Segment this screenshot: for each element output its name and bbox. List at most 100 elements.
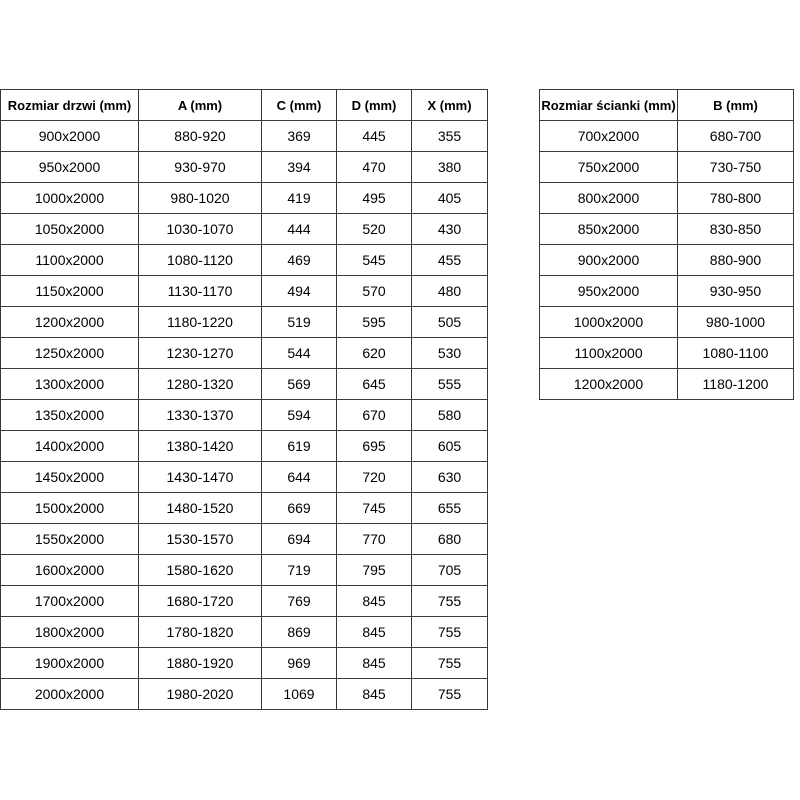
table-cell: 1050x2000 [0,213,139,245]
table-cell: 680 [411,523,488,555]
table-row: 700x2000 680-700 [539,120,794,152]
table-cell: 1500x2000 [0,492,139,524]
table-cell: 1530-1570 [138,523,262,555]
table-cell: 480 [411,275,488,307]
table-cell: 980-1020 [138,182,262,214]
table-row: 900x2000 880-920 369 445 355 [0,120,488,152]
table-cell: 719 [261,554,337,586]
table-cell: 780-800 [677,182,794,214]
table-cell: 1400x2000 [0,430,139,462]
table-cell: 755 [411,585,488,617]
table-cell: 1980-2020 [138,678,262,710]
table-cell: 980-1000 [677,306,794,338]
table-cell: 470 [336,151,412,183]
table-cell: 694 [261,523,337,555]
table-row: 1000x2000 980-1000 [539,306,794,338]
table-row: 1150x2000 1130-1170 494 570 480 [0,275,488,307]
table-cell: 900x2000 [539,244,678,276]
table-cell: 619 [261,430,337,462]
table-cell: 1280-1320 [138,368,262,400]
table-cell: 669 [261,492,337,524]
table-cell: 505 [411,306,488,338]
table-cell: 1100x2000 [539,337,678,369]
table-cell: 950x2000 [0,151,139,183]
table-cell: 644 [261,461,337,493]
table-row: 850x2000 830-850 [539,213,794,245]
table-cell: 1080-1120 [138,244,262,276]
table-cell: 969 [261,647,337,679]
column-header: X (mm) [411,89,488,121]
table-cell: 594 [261,399,337,431]
table-cell: 1200x2000 [0,306,139,338]
table-cell: 845 [336,616,412,648]
table-cell: 1880-1920 [138,647,262,679]
table-row: 1350x2000 1330-1370 594 670 580 [0,399,488,431]
table-cell: 655 [411,492,488,524]
table-row: 1200x2000 1180-1220 519 595 505 [0,306,488,338]
table-cell: 695 [336,430,412,462]
table-cell: 1250x2000 [0,337,139,369]
table-cell: 1130-1170 [138,275,262,307]
column-header: Rozmiar ścianki (mm) [539,89,678,121]
table-row: 900x2000 880-900 [539,244,794,276]
table-row: 1600x2000 1580-1620 719 795 705 [0,554,488,586]
table-cell: 795 [336,554,412,586]
table-row: 1800x2000 1780-1820 869 845 755 [0,616,488,648]
table-cell: 730-750 [677,151,794,183]
table-cell: 1580-1620 [138,554,262,586]
table-cell: 1069 [261,678,337,710]
table-cell: 1230-1270 [138,337,262,369]
table-cell: 430 [411,213,488,245]
table-cell: 670 [336,399,412,431]
table-cell: 630 [411,461,488,493]
table-row: 800x2000 780-800 [539,182,794,214]
table-row: 2000x2000 1980-2020 1069 845 755 [0,678,488,710]
table-cell: 1800x2000 [0,616,139,648]
table-cell: 1300x2000 [0,368,139,400]
table-cell: 545 [336,244,412,276]
table-cell: 1480-1520 [138,492,262,524]
table-row: 1050x2000 1030-1070 444 520 430 [0,213,488,245]
table-cell: 850x2000 [539,213,678,245]
table-cell: 494 [261,275,337,307]
table-cell: 800x2000 [539,182,678,214]
table-cell: 519 [261,306,337,338]
table-cell: 1180-1200 [677,368,794,400]
table-header-row: Rozmiar ścianki (mm) B (mm) [539,89,794,121]
table-cell: 419 [261,182,337,214]
table-cell: 355 [411,120,488,152]
table-row: 950x2000 930-950 [539,275,794,307]
table-cell: 605 [411,430,488,462]
table-cell: 900x2000 [0,120,139,152]
table-cell: 495 [336,182,412,214]
table-cell: 680-700 [677,120,794,152]
table-cell: 445 [336,120,412,152]
table-cell: 755 [411,678,488,710]
table-row: 750x2000 730-750 [539,151,794,183]
table-cell: 469 [261,244,337,276]
table-cell: 880-900 [677,244,794,276]
table-cell: 645 [336,368,412,400]
table-cell: 830-850 [677,213,794,245]
table-cell: 845 [336,647,412,679]
table-row: 1300x2000 1280-1320 569 645 555 [0,368,488,400]
table-cell: 555 [411,368,488,400]
table-cell: 745 [336,492,412,524]
table-cell: 530 [411,337,488,369]
table-cell: 1430-1470 [138,461,262,493]
table-cell: 520 [336,213,412,245]
table-row: 1700x2000 1680-1720 769 845 755 [0,585,488,617]
table-cell: 700x2000 [539,120,678,152]
table-cell: 720 [336,461,412,493]
table-cell: 750x2000 [539,151,678,183]
table-cell: 770 [336,523,412,555]
table-cell: 580 [411,399,488,431]
table-cell: 1000x2000 [539,306,678,338]
table-row: 1450x2000 1430-1470 644 720 630 [0,461,488,493]
column-header: B (mm) [677,89,794,121]
table-cell: 1100x2000 [0,244,139,276]
door-sizes-table: Rozmiar drzwi (mm) A (mm) C (mm) D (mm) X (m… [0,89,488,710]
table-cell: 1330-1370 [138,399,262,431]
table-cell: 1350x2000 [0,399,139,431]
table-row: 1000x2000 980-1020 419 495 405 [0,182,488,214]
